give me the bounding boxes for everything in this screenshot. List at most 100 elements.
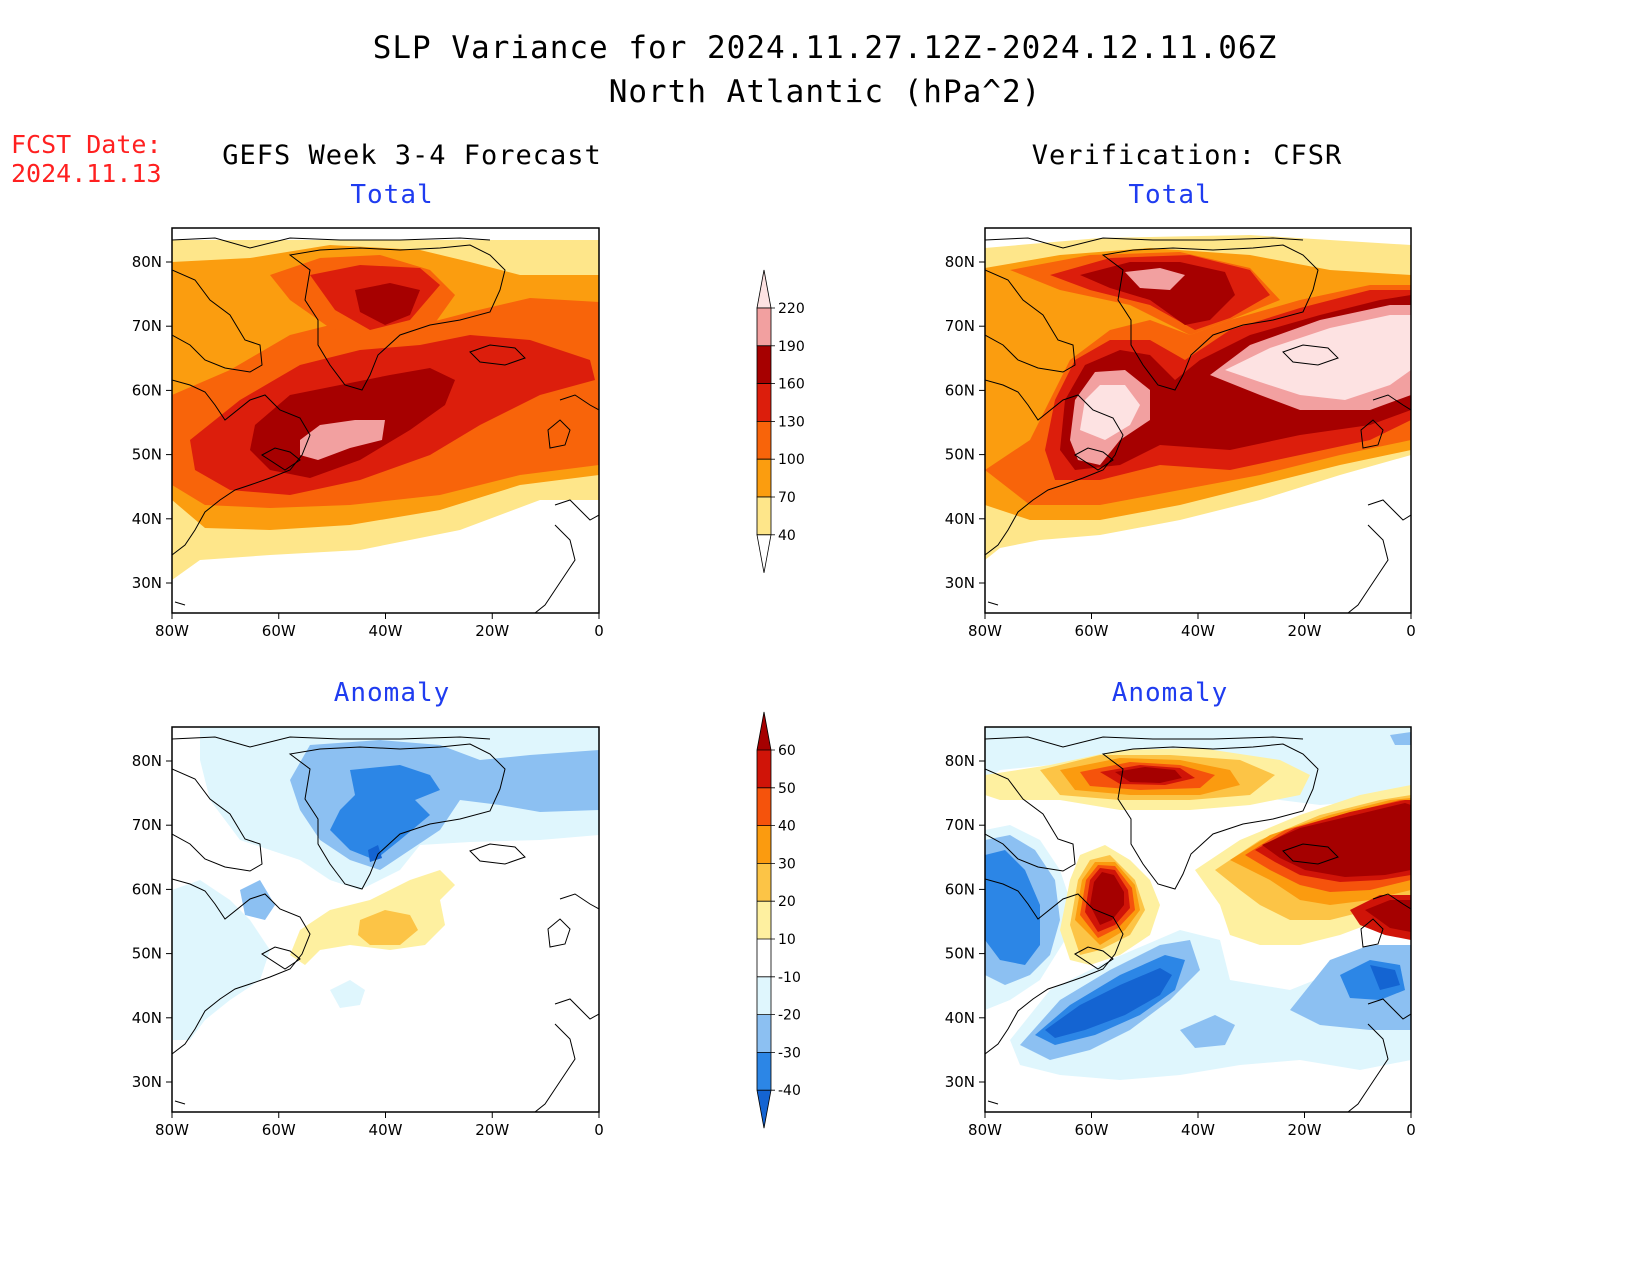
coastlines: [172, 237, 599, 613]
colorbar-swatch: [757, 787, 771, 826]
panel-title-forecast-anomaly: Anomaly: [333, 678, 451, 708]
lon-tick-label: 60W: [262, 1121, 296, 1139]
colorbar-swatch: [756, 496, 772, 536]
lat-tick-label: 60N: [945, 381, 975, 399]
colorbar-swatch: [756, 383, 772, 422]
lon-tick-label: 60W: [1075, 1121, 1109, 1139]
lon-tick-label: 80W: [155, 622, 189, 640]
map-forecast-anomaly: 80W 60W 40W 20W 0 80N 70N 60N 50N 40N 30N: [132, 726, 604, 1139]
colorbar-label: 30: [778, 856, 796, 872]
colorbar-swatch: [757, 712, 771, 750]
coastlines: [985, 736, 1411, 1112]
lon-tick-label: 40W: [369, 622, 403, 640]
lon-tick-label: 60W: [1075, 622, 1109, 640]
lat-tick-label: 70N: [945, 816, 975, 834]
colorbar-label: -10: [778, 970, 801, 986]
lon-tick-label: 20W: [1288, 1121, 1322, 1139]
colorbar-label: 50: [778, 781, 796, 797]
lat-tick-label: 40N: [132, 1009, 162, 1027]
lon-tick-label: 0: [1406, 622, 1416, 640]
lon-tick-label: 20W: [475, 1121, 509, 1139]
lon-tick-label: 40W: [369, 1121, 403, 1139]
panel-title-verification-total: Total: [1128, 180, 1212, 210]
lat-tick-label: 30N: [945, 574, 975, 592]
colorbar-label: 40: [778, 528, 796, 544]
lat-tick-label: 40N: [945, 510, 975, 528]
lon-tick-label: 20W: [1288, 622, 1322, 640]
colorbar-label: 190: [778, 339, 805, 355]
coastlines: [985, 237, 1411, 613]
panel-title-verification-anomaly: Anomaly: [1111, 678, 1229, 708]
lat-tick-label: 70N: [132, 317, 162, 335]
colorbar-swatch: [757, 1014, 771, 1053]
colorbar-label: -20: [778, 1008, 801, 1024]
colorbar-swatch: [757, 1052, 771, 1091]
figure-title: SLP Variance for 2024.11.27.12Z-2024.12.…: [372, 30, 1278, 66]
lon-tick-label: 20W: [475, 622, 509, 640]
lon-tick-label: 80W: [968, 622, 1002, 640]
colorbar-label: 130: [778, 414, 805, 430]
lat-tick-label: 30N: [132, 574, 162, 592]
colorbar-total: 220 190 160 130 100 70 40: [756, 269, 805, 573]
colorbar-swatch: [757, 863, 771, 902]
lon-tick-label: 0: [594, 622, 604, 640]
lat-tick-label: 50N: [132, 945, 162, 963]
colorbar-label: 40: [778, 819, 796, 835]
lat-tick-label: 50N: [945, 446, 975, 464]
shaded-field: [985, 727, 1411, 1112]
lon-tick-label: 0: [1406, 1121, 1416, 1139]
lat-tick-label: 80N: [132, 752, 162, 770]
lat-tick-label: 40N: [132, 510, 162, 528]
colorbar-swatch: [757, 1090, 771, 1129]
colorbar-swatch: [757, 825, 771, 864]
lon-tick-label: 0: [594, 1121, 604, 1139]
colorbar-label: 60: [778, 743, 796, 759]
lat-tick-label: 60N: [132, 880, 162, 898]
colorbar-label: 220: [778, 301, 805, 317]
column-title-verification: Verification: CFSR: [1031, 140, 1343, 171]
lat-tick-label: 80N: [945, 752, 975, 770]
lat-tick-label: 80N: [945, 253, 975, 271]
colorbar-swatch: [757, 901, 771, 939]
fcst-date-label: FCST Date:: [11, 130, 162, 159]
colorbar-swatch: [757, 976, 771, 1015]
fcst-date-value: 2024.11.13: [11, 159, 162, 188]
shaded-field: [985, 228, 1411, 613]
colorbar-swatch: [756, 534, 772, 573]
colorbar-swatch: [756, 420, 772, 460]
colorbar-swatch: [756, 307, 772, 347]
colorbar-swatch: [757, 750, 771, 788]
lon-tick-label: 80W: [968, 1121, 1002, 1139]
map-verification-anomaly: 80W 60W 40W 20W 0 80N 70N 60N 50N 40N 30N: [945, 726, 1416, 1139]
colorbar-label: 100: [778, 452, 805, 468]
colorbar-swatch: [756, 269, 772, 309]
colorbar-label: 10: [778, 932, 796, 948]
lat-tick-label: 70N: [945, 317, 975, 335]
panel-title-forecast-total: Total: [350, 180, 434, 210]
lat-tick-label: 80N: [132, 253, 162, 271]
lat-tick-label: 30N: [132, 1073, 162, 1091]
lat-tick-label: 70N: [132, 816, 162, 834]
colorbar-label: 160: [778, 377, 805, 393]
colorbar-swatch: [757, 939, 771, 977]
figure-subtitle: North Atlantic (hPa^2): [608, 74, 1042, 110]
colorbar-label: 70: [778, 490, 796, 506]
colorbar-label: -40: [778, 1083, 801, 1099]
lat-tick-label: 60N: [945, 880, 975, 898]
colorbar-swatch: [756, 458, 772, 498]
colorbar-anomaly: 60 50 40 30 20 10 -10 -20 -30 -40: [756, 711, 801, 1129]
lat-tick-label: 50N: [945, 945, 975, 963]
lon-tick-label: 60W: [262, 622, 296, 640]
lat-tick-label: 50N: [132, 446, 162, 464]
lon-tick-label: 80W: [155, 1121, 189, 1139]
lon-tick-label: 40W: [1181, 622, 1215, 640]
colorbar-label: 20: [778, 894, 796, 910]
shaded-field: [172, 727, 599, 1112]
column-title-forecast: GEFS Week 3-4 Forecast: [222, 140, 602, 171]
lat-tick-label: 60N: [132, 381, 162, 399]
colorbar-swatch: [756, 345, 772, 384]
map-forecast-total: 80W 60W 40W 20W 0 80N 70N 60N 50N 40N 30N: [132, 227, 604, 640]
coastlines: [172, 736, 599, 1112]
lat-tick-label: 40N: [945, 1009, 975, 1027]
lat-tick-label: 30N: [945, 1073, 975, 1091]
